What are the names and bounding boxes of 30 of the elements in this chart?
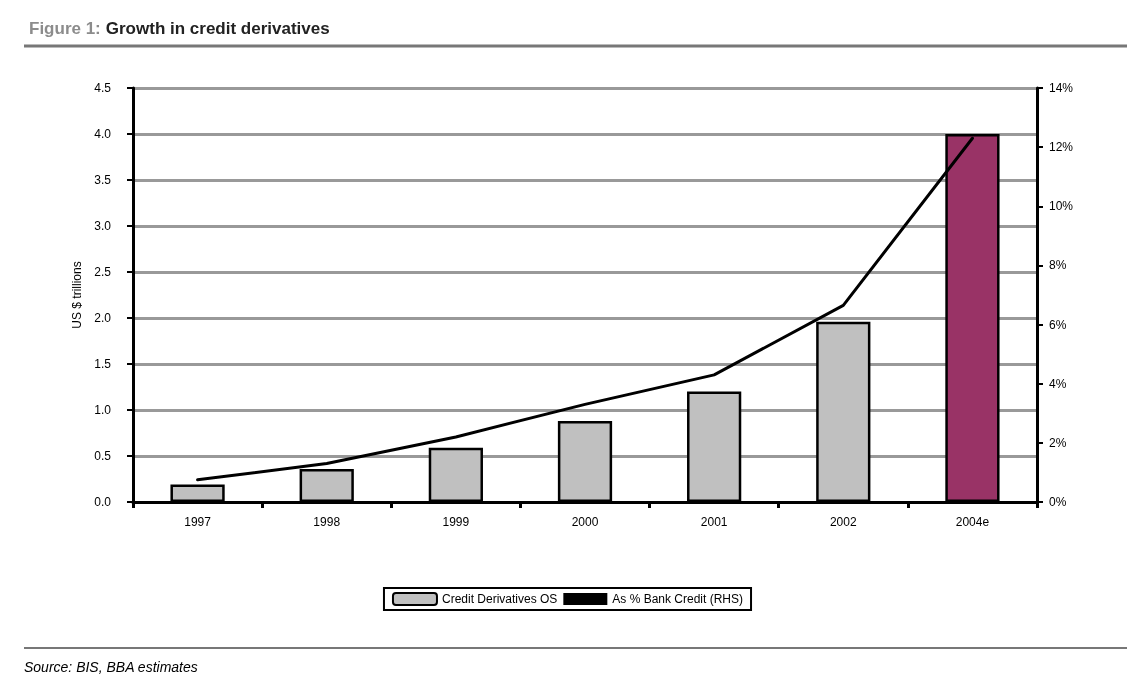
y-tick-label: 3.0 [94, 219, 112, 233]
y-tick-label: 0.5 [94, 449, 112, 463]
y-tick-label: 2.5 [94, 265, 112, 279]
legend-label: As % Bank Credit (RHS) [612, 592, 744, 606]
y2-tick-label: 6% [1049, 317, 1067, 332]
y-axis-title: US $ trillions [70, 261, 84, 329]
legend-label: Credit Derivatives OS [441, 592, 558, 606]
y2-tick-label: 8% [1049, 258, 1067, 273]
y-tick-label: 1.5 [94, 357, 112, 371]
y-tick-label: 4.0 [94, 127, 112, 141]
x-tick-label: 2004e [955, 515, 990, 529]
x-tick-label: 1999 [442, 515, 470, 529]
x-tick-label: 2001 [700, 515, 728, 529]
x-tick-label: 2002 [829, 515, 857, 529]
y-tick-label: 1.0 [94, 403, 112, 417]
chart-title: Figure 1: Growth in credit derivatives [29, 18, 330, 38]
y2-tick-label: 12% [1049, 140, 1074, 155]
y-tick-label: 2.0 [94, 311, 112, 325]
y2-tick-label: 2% [1049, 435, 1067, 450]
y-tick-label: 3.5 [94, 173, 112, 187]
y2-tick-label: 14% [1049, 81, 1074, 95]
source-note: Source: BIS, BBA estimates [24, 659, 198, 675]
y2-tick-label: 4% [1049, 376, 1067, 391]
y2-tick-label: 0% [1049, 495, 1067, 509]
y-tick-label: 4.5 [94, 81, 112, 95]
x-tick-label: 1997 [184, 515, 212, 529]
x-tick-label: 2000 [571, 515, 599, 529]
y2-tick-label: 10% [1049, 199, 1074, 214]
y-tick-label: 0.0 [94, 495, 112, 509]
x-tick-label: 1998 [313, 515, 341, 529]
